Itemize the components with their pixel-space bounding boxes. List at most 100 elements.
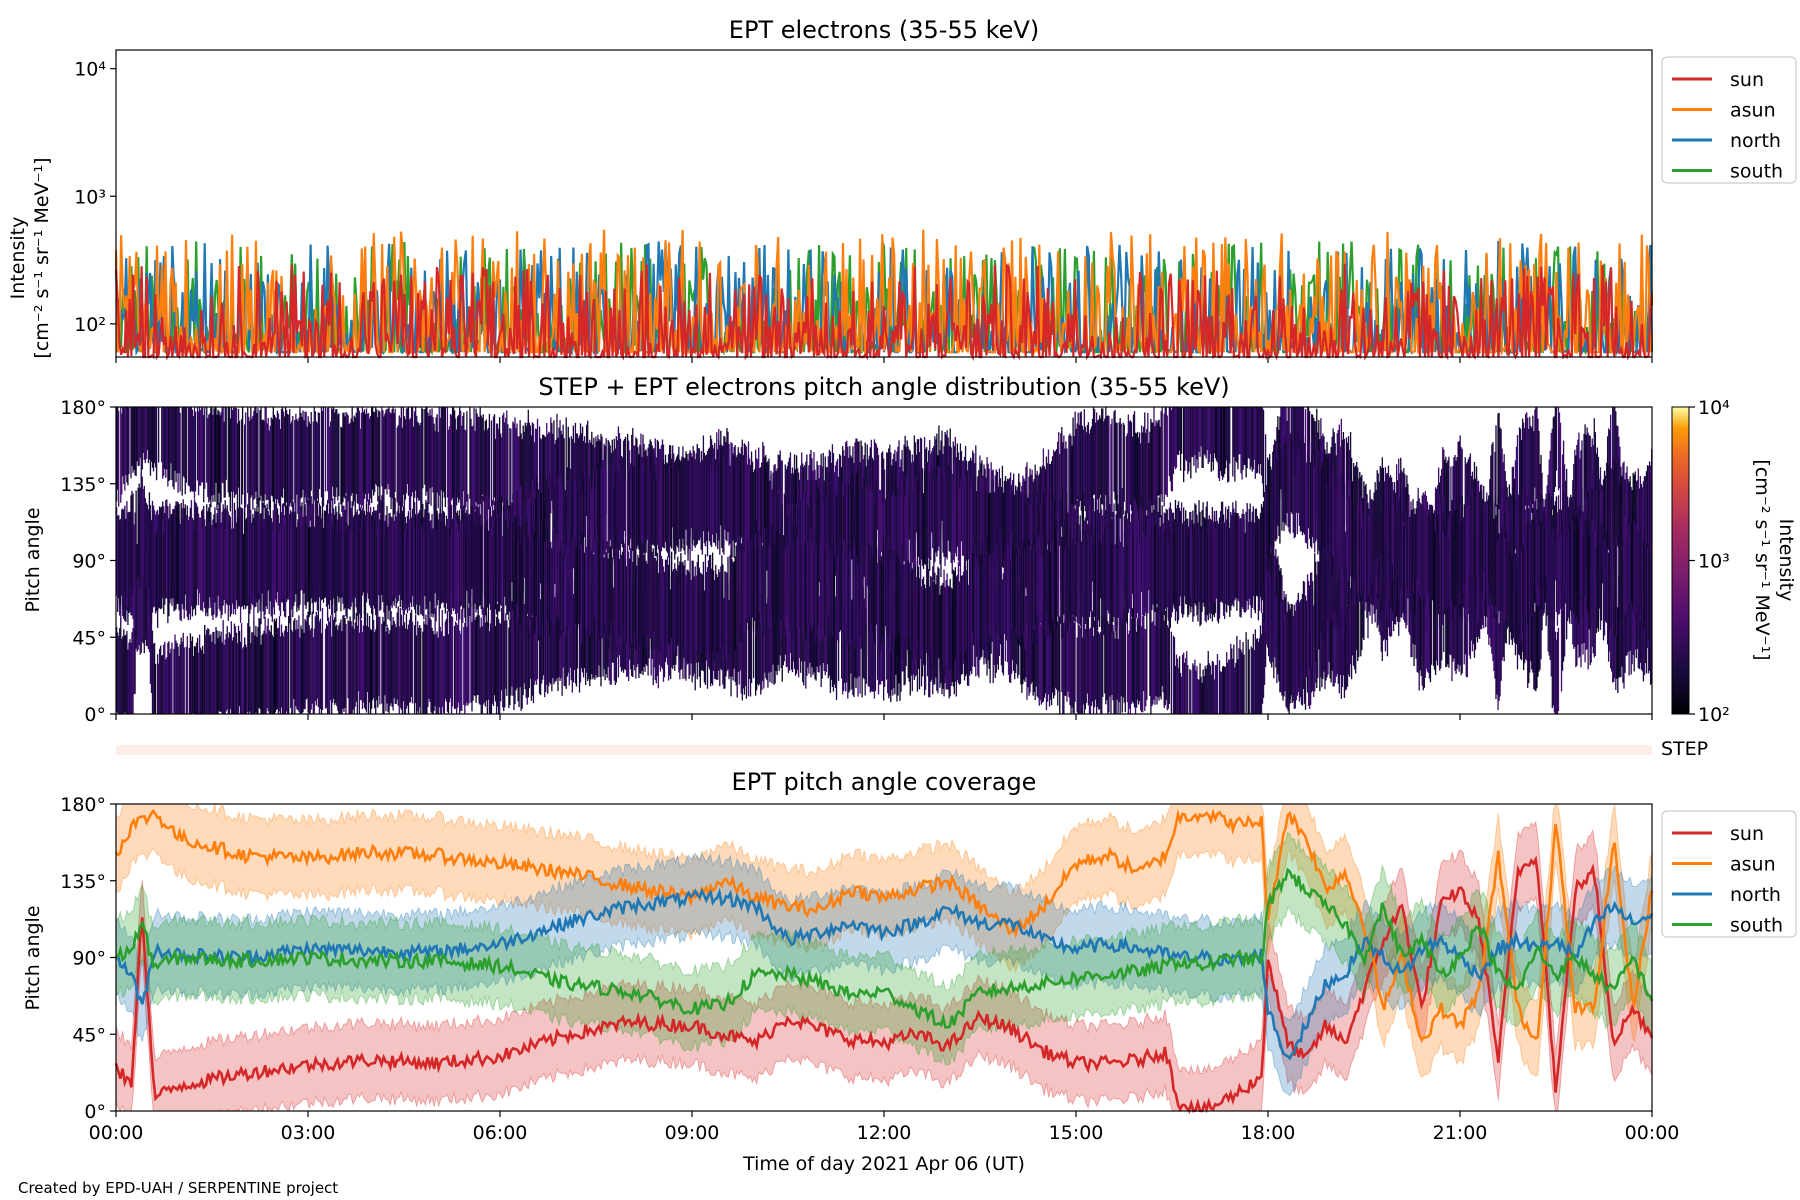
heatmap-cell: [199, 410, 202, 486]
heatmap-cell: [154, 407, 157, 468]
heatmap-cell: [415, 614, 417, 704]
heatmap-cell: [1044, 548, 1047, 636]
heatmap-cell: [535, 429, 538, 507]
heatmap-cell: [964, 565, 967, 651]
heatmap-cell: [1356, 573, 1358, 651]
heatmap-cell: [332, 409, 334, 487]
heatmap-cell: [1220, 512, 1223, 599]
heatmap-cell: [1389, 498, 1392, 578]
heatmap-cell: [764, 527, 766, 613]
heatmap-cell: [1136, 618, 1139, 700]
heatmap-cell: [1172, 635, 1175, 714]
heatmap-cell: [1062, 616, 1064, 714]
heatmap-cell: [521, 610, 523, 709]
heatmap-cell: [1214, 407, 1217, 459]
heatmap-cell: [1067, 552, 1069, 632]
heatmap-cell: [1047, 613, 1050, 695]
heatmap-cell: [188, 516, 191, 614]
heatmap-cell: [1335, 492, 1337, 568]
heatmap-cell: [568, 547, 570, 626]
heatmap-cell: [716, 432, 718, 534]
heatmap-cell: [477, 605, 479, 696]
heatmap-cell: [894, 545, 896, 637]
heatmap-cell: [1344, 531, 1347, 622]
heatmap-cell: [1340, 418, 1343, 519]
heatmap-cell: [205, 635, 207, 714]
heatmap-cell: [390, 413, 392, 510]
heatmap-cell: [899, 605, 901, 701]
heatmap-cell: [1354, 484, 1356, 581]
heatmap-cell: [552, 529, 554, 625]
heatmap-cell: [836, 557, 839, 641]
heatmap-cell: [1419, 593, 1421, 671]
heatmap-cell: [679, 561, 681, 659]
heatmap-cell: [467, 605, 469, 706]
heatmap-cell: [955, 460, 957, 557]
heatmap-cell: [802, 536, 804, 634]
heatmap-cell: [125, 634, 127, 714]
heatmap-cell: [1314, 466, 1316, 553]
heatmap-cell: [743, 552, 746, 634]
heatmap-cell: [854, 442, 856, 521]
heatmap-cell: [644, 557, 646, 659]
heatmap-cell: [393, 413, 395, 515]
heatmap-cell: [187, 407, 189, 486]
heatmap-cell: [217, 409, 219, 505]
heatmap-cell: [933, 480, 935, 581]
heatmap-cell: [432, 631, 434, 714]
heatmap-cell: [135, 559, 137, 647]
heatmap-cell: [873, 556, 876, 642]
heatmap-cell: [632, 465, 634, 551]
heatmap-cell: [945, 580, 947, 663]
heatmap-cell: [983, 476, 985, 555]
heatmap-cell: [808, 583, 810, 674]
heatmap-cell: [259, 618, 261, 709]
heatmap-cell: [897, 446, 899, 529]
heatmap-cell: [506, 529, 508, 615]
heatmap-cell: [1007, 547, 1010, 646]
heatmap-cell: [1358, 507, 1360, 603]
heatmap-cell: [678, 469, 680, 552]
heatmap-cell: [631, 468, 633, 564]
heatmap-cell: [1224, 506, 1227, 604]
heatmap-cell: [791, 525, 794, 627]
heatmap-cell: [1152, 621, 1154, 705]
heatmap-cell: [786, 516, 789, 617]
heatmap-cell: [1159, 426, 1161, 518]
heatmap-cell: [370, 527, 373, 614]
heatmap-cell: [351, 407, 353, 493]
heatmap-cell: [1083, 543, 1085, 639]
heatmap-cell: [320, 521, 323, 601]
heatmap-cell: [313, 526, 315, 602]
heatmap-cell: [1275, 579, 1277, 668]
heatmap-cell: [1436, 577, 1439, 666]
heatmap-cell: [784, 549, 786, 629]
heatmap-cell: [1165, 611, 1167, 700]
heatmap-cell: [985, 489, 987, 572]
heatmap-cell: [429, 617, 431, 702]
heatmap-cell: [444, 621, 447, 699]
heatmap-cell: [1245, 407, 1247, 478]
heatmap-cell: [622, 540, 625, 626]
heatmap-cell: [1384, 506, 1387, 598]
heatmap-cell: [817, 578, 819, 673]
heatmap-cell: [210, 522, 212, 602]
heatmap-cell: [522, 517, 524, 618]
heatmap-cell: [726, 442, 728, 542]
heatmap-cell: [375, 407, 377, 485]
heatmap-cell: [811, 476, 813, 578]
heatmap-cell: [1042, 532, 1045, 631]
heatmap-cell: [117, 407, 119, 490]
heatmap-cell: [867, 557, 869, 656]
heatmap-cell: [485, 419, 487, 509]
heatmap-cell: [223, 516, 225, 595]
heatmap-cell: [795, 579, 798, 674]
heatmap-cell: [954, 473, 956, 554]
heatmap-cell: [1108, 624, 1110, 713]
panel1-ylabel: Intensity [cm⁻² s⁻¹ sr⁻¹ MeV⁻¹]: [7, 157, 53, 358]
heatmap-cell: [199, 647, 202, 714]
heatmap-cell: [256, 520, 258, 603]
heatmap-cell: [468, 514, 470, 604]
heatmap-cell: [365, 515, 368, 603]
heatmap-cell: [857, 610, 859, 697]
